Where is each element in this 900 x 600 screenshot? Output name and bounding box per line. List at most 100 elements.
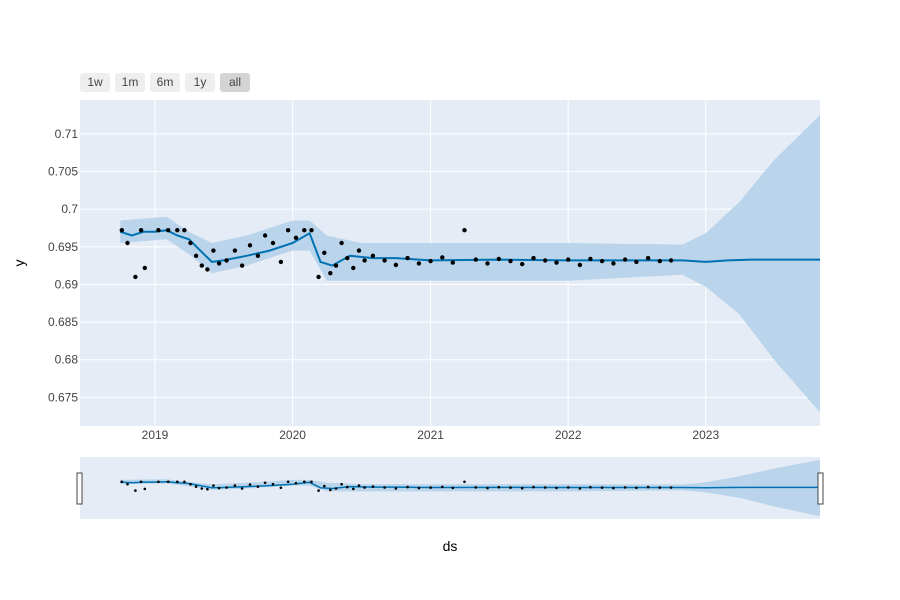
observed-point [532, 485, 535, 489]
observed-point [622, 257, 628, 262]
observed-point [486, 486, 489, 490]
y-tick-label: 0.695 [48, 240, 78, 254]
observed-point [429, 486, 432, 489]
observed-point [382, 258, 387, 263]
observed-point [645, 255, 651, 261]
observed-point [206, 487, 209, 491]
y-tick-label: 0.69 [55, 277, 79, 291]
observed-point [393, 262, 399, 268]
observed-point [157, 480, 160, 484]
observed-point [383, 486, 386, 489]
observed-point [623, 486, 627, 489]
x-axis-title: ds [443, 538, 458, 554]
observed-point [406, 485, 409, 489]
observed-point [166, 480, 170, 484]
observed-point [285, 228, 291, 233]
observed-point [126, 482, 129, 486]
observed-point [658, 486, 662, 489]
observed-point [508, 258, 513, 264]
observed-point [323, 484, 326, 488]
observed-point [139, 480, 143, 484]
observed-point [440, 255, 445, 260]
observed-point [612, 486, 615, 490]
observed-point [357, 484, 361, 487]
range-button-all[interactable]: all [220, 73, 250, 92]
observed-point [232, 248, 238, 253]
y-tick-label: 0.68 [55, 353, 79, 367]
observed-point [263, 481, 267, 485]
observed-point [351, 265, 356, 271]
observed-point [600, 486, 604, 489]
observed-point [566, 257, 571, 262]
range-button-1m[interactable]: 1m [115, 73, 145, 92]
x-tick-label: 2022 [555, 428, 582, 442]
observed-point [634, 259, 639, 265]
observed-point [370, 253, 376, 258]
observed-point [120, 480, 124, 484]
observed-point [205, 267, 210, 272]
observed-point [278, 259, 284, 265]
observed-point [212, 484, 215, 487]
rangeslider-left-handle[interactable] [76, 472, 83, 505]
observed-point [247, 243, 253, 248]
forecast-line [119, 229, 820, 267]
observed-points [119, 228, 674, 280]
observed-point [405, 255, 410, 261]
observed-point [143, 487, 147, 491]
observed-point [328, 271, 333, 276]
uncertainty-band [120, 115, 821, 413]
observed-point [310, 480, 313, 484]
observed-point [352, 487, 355, 491]
observed-point [189, 482, 192, 486]
observed-point [302, 228, 307, 233]
observed-point [520, 261, 525, 267]
observed-point [599, 258, 605, 264]
observed-point [554, 260, 559, 265]
observed-point [450, 260, 455, 265]
observed-point [520, 486, 524, 490]
observed-point [166, 228, 171, 233]
observed-point [199, 263, 204, 268]
observed-point [363, 486, 366, 489]
observed-point [339, 240, 344, 246]
observed-point [473, 257, 478, 262]
observed-point [531, 255, 536, 261]
range-button-1w[interactable]: 1w [80, 73, 110, 92]
observed-point [183, 480, 186, 484]
observed-point [463, 480, 466, 484]
observed-point [134, 489, 137, 492]
observed-point [356, 248, 362, 253]
observed-point [589, 485, 592, 489]
observed-point [193, 253, 199, 258]
observed-point [200, 487, 204, 490]
y-tick-label: 0.685 [48, 315, 78, 329]
observed-point [509, 486, 512, 489]
observed-point [317, 489, 320, 492]
y-tick-label: 0.705 [48, 165, 78, 179]
rangeslider-points [120, 480, 673, 492]
observed-point [125, 240, 130, 246]
observed-point [340, 482, 343, 486]
observed-point [294, 481, 298, 485]
observed-point [496, 256, 501, 262]
observed-point [142, 265, 147, 271]
observed-point [329, 488, 332, 492]
range-button-1y[interactable]: 1y [185, 73, 215, 92]
observed-point [194, 485, 198, 488]
observed-point [309, 228, 314, 233]
observed-point [256, 485, 260, 488]
rangeslider-right-handle[interactable] [817, 472, 824, 505]
observed-point [286, 480, 290, 484]
x-tick-labels: 2019 2020 2021 2022 2023 [142, 428, 720, 442]
observed-point [217, 486, 221, 490]
observed-point [224, 258, 229, 263]
observed-point [362, 258, 367, 263]
observed-point [303, 480, 306, 484]
observed-point [451, 486, 455, 490]
x-tick-label: 2019 [142, 428, 169, 442]
observed-point [233, 484, 237, 487]
range-button-6m[interactable]: 6m [150, 73, 180, 92]
observed-point [182, 228, 187, 233]
